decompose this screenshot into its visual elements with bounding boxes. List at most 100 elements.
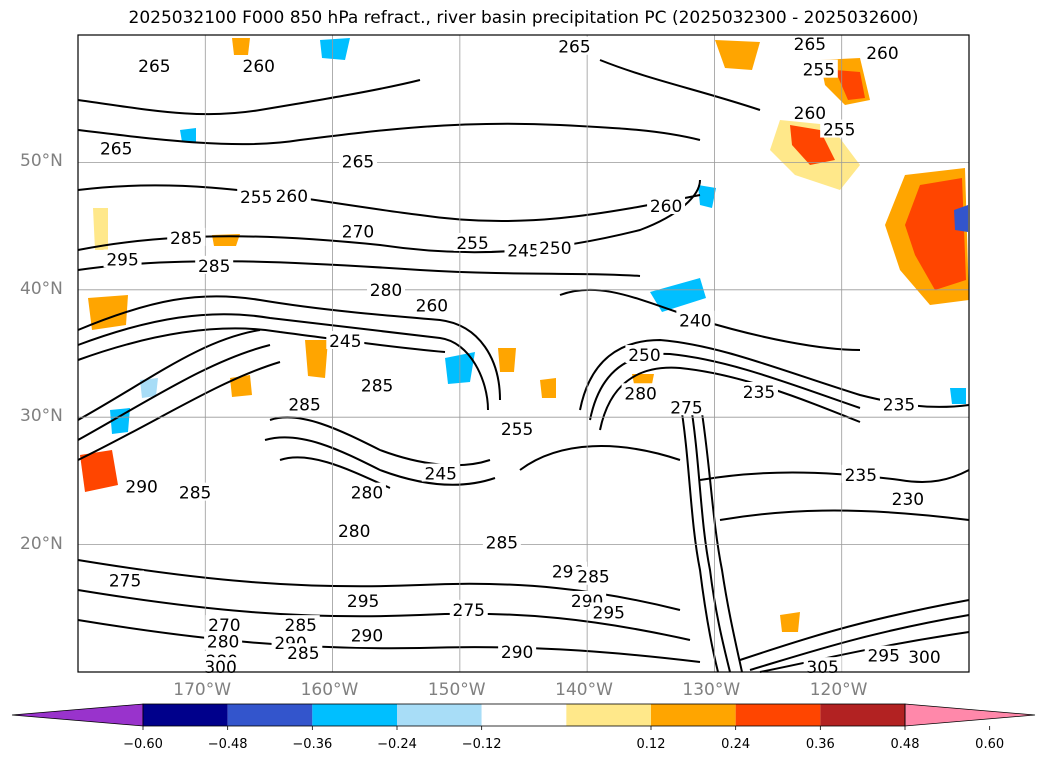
contour-label-bg <box>205 615 244 634</box>
contour-label: 280 <box>207 633 239 653</box>
contour-label: 285 <box>577 568 609 588</box>
colorbar-swatch <box>820 704 905 726</box>
contour-label: 245 <box>329 332 361 352</box>
contour-label: 260 <box>794 104 826 124</box>
contour-label-bg <box>176 482 215 501</box>
contour-label-bg <box>504 240 543 259</box>
contour-label-bg <box>820 119 859 138</box>
contour-label: 260 <box>243 57 275 77</box>
contour-label: 305 <box>806 658 838 678</box>
contour-label-bg <box>621 383 660 402</box>
contour-label: 235 <box>743 383 775 403</box>
contour-label-bg <box>803 657 842 676</box>
contour-label-bg <box>339 151 378 170</box>
contour-label-bg <box>347 482 386 501</box>
contour-label: 285 <box>288 396 320 416</box>
contour-label: 260 <box>276 187 308 207</box>
contour-label: 275 <box>109 572 141 592</box>
contour-label: 285 <box>287 644 319 664</box>
contour-label-bg <box>625 345 664 364</box>
contour-label-bg <box>367 280 406 299</box>
colorbar-swatch <box>651 704 736 726</box>
precipitation-pc-shading <box>80 38 969 632</box>
contour-label: 235 <box>845 466 877 486</box>
contour-label: 295 <box>347 592 379 612</box>
contour-label: 265 <box>794 35 826 55</box>
contour-label-bg <box>135 55 174 74</box>
contour-label-bg <box>555 36 594 55</box>
contour-label: 275 <box>670 398 702 418</box>
contour-label: 245 <box>507 242 539 262</box>
contour-label-bg <box>739 381 778 400</box>
colorbar-tick-label: 0.12 <box>636 737 666 752</box>
contour-label: 300 <box>204 658 236 678</box>
map-frame <box>77 34 970 673</box>
colorbar-swatch <box>227 704 313 726</box>
contour-label: 230 <box>892 490 924 510</box>
contour-label: 280 <box>338 522 370 542</box>
contour-label-bg <box>358 375 397 394</box>
contour-label-bg <box>326 331 365 350</box>
contour-label: 265 <box>342 152 374 172</box>
colorbar-tick-label: −0.24 <box>377 737 417 752</box>
contour-label-bg <box>201 657 240 676</box>
contour-label-bg <box>667 397 706 416</box>
contour-label-bg <box>799 59 838 78</box>
contour-label-bg <box>97 138 136 157</box>
contour-label: 285 <box>361 377 393 397</box>
contour-label-bg <box>344 590 383 609</box>
contour-label-bg <box>574 566 613 585</box>
contour-label: 280 <box>624 384 656 404</box>
contour-label: 285 <box>486 533 518 553</box>
chart-title: 2025032100 F000 850 hPa refract., river … <box>128 8 919 28</box>
colorbar-tick-label: −0.36 <box>292 737 333 752</box>
colorbar-swatch <box>481 704 567 726</box>
contour-label: 285 <box>179 484 211 504</box>
contour-label-bg <box>347 625 386 644</box>
contour-label: 255 <box>456 234 488 254</box>
colorbar-extend-high <box>904 703 1036 727</box>
contour-label: 265 <box>138 57 170 77</box>
contour-label: 270 <box>342 222 374 242</box>
longitude-label: 150°W <box>427 680 486 700</box>
contour-label-bg <box>841 464 880 483</box>
colorbar-tick-label: −0.60 <box>123 737 163 752</box>
contour-label-bg <box>790 34 829 53</box>
colorbar-tick-label: 0.36 <box>805 737 835 752</box>
colorbar-tick-label: 0.24 <box>721 737 751 752</box>
longitude-label: 170°W <box>173 680 232 700</box>
contour-label-bg <box>453 232 492 251</box>
contour-label: 285 <box>285 616 317 636</box>
contour-label: 245 <box>425 465 457 485</box>
colorbar-tick-label: −0.12 <box>461 737 502 752</box>
contour-label-bg <box>167 227 206 246</box>
contour-label-bg <box>285 394 324 413</box>
colorbar-swatch <box>143 704 228 726</box>
colorbar-extend-low <box>11 703 144 727</box>
contour-label-bg <box>335 520 374 539</box>
contour-label: 280 <box>370 281 402 301</box>
contour-label: 290 <box>351 626 383 646</box>
contour-label: 280 <box>351 484 383 504</box>
contour-label-bg <box>879 394 918 413</box>
contour-label-bg <box>281 615 320 634</box>
longitude-label: 140°W <box>555 680 613 700</box>
contour-label-bg <box>449 599 488 618</box>
graticule <box>78 35 969 672</box>
latitude-label: 40°N <box>20 278 63 299</box>
contour-label-bg <box>536 238 575 257</box>
contour-label-bg <box>790 102 829 121</box>
contour-label-bg <box>863 43 902 62</box>
contour-label: 255 <box>803 61 835 81</box>
colorbar-swatch <box>566 704 651 726</box>
contour-label: 290 <box>125 477 157 497</box>
contour-label-bg <box>647 195 686 214</box>
contour-label: 260 <box>416 296 448 316</box>
colorbar-tick-label: −0.48 <box>207 737 248 752</box>
contour-label-bg <box>888 489 927 508</box>
contour-label: 240 <box>679 312 711 332</box>
latitude-label: 50°N <box>20 151 63 172</box>
contour-label: 255 <box>240 188 272 208</box>
